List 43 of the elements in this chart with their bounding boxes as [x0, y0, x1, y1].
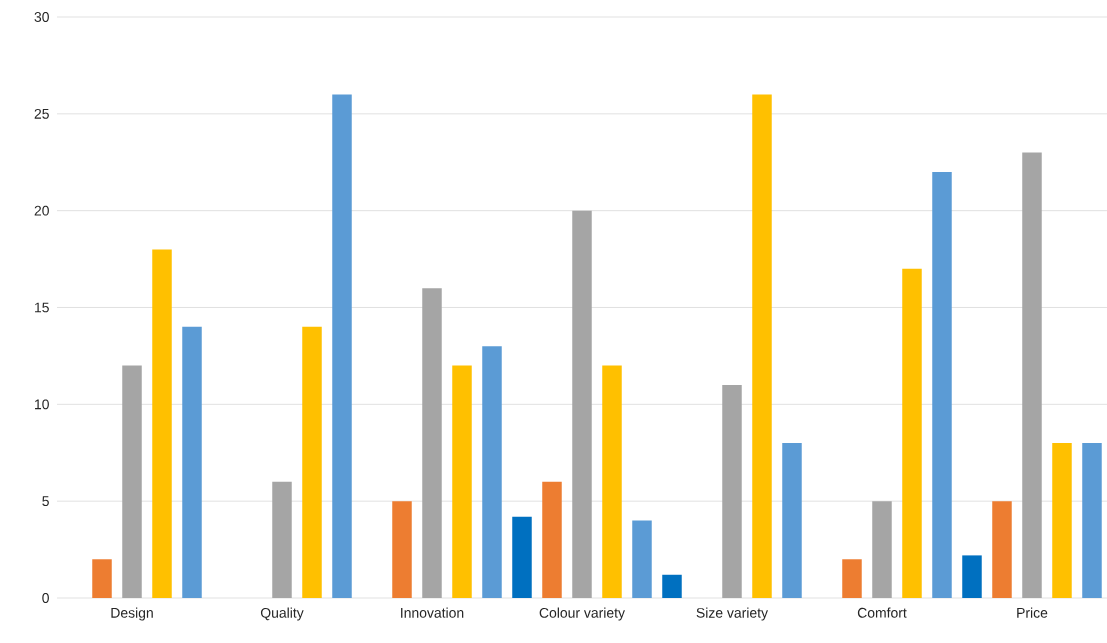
x-tick-label: Size variety: [696, 607, 768, 621]
bar: [662, 574, 682, 598]
y-tick-label: 0: [42, 593, 49, 603]
bar: [962, 555, 982, 598]
bar: [1052, 443, 1072, 598]
bar: [1022, 152, 1042, 598]
bar: [302, 326, 322, 598]
x-tick-label: Price: [1017, 607, 1048, 618]
bar: [542, 481, 562, 598]
bar: [932, 171, 952, 598]
bar: [392, 501, 412, 598]
bar: [752, 94, 772, 598]
bar: [422, 288, 442, 598]
bar: [902, 268, 922, 598]
bar: [92, 559, 112, 598]
x-tick-label: Innovation: [401, 607, 464, 618]
bar: [602, 365, 622, 598]
bar: [572, 210, 592, 598]
y-tick-label: 10: [35, 399, 49, 410]
y-tick-label: 25: [34, 108, 49, 119]
bar: [632, 520, 652, 598]
y-tick-label: 30: [34, 12, 49, 22]
bar: [452, 365, 472, 598]
bar: [992, 501, 1012, 598]
x-tick-label: Comfort: [857, 607, 907, 618]
bar: [842, 559, 862, 598]
bar: [512, 516, 532, 598]
y-tick-label: 5: [42, 496, 49, 507]
x-tick-label: Quality: [260, 607, 304, 621]
y-tick-label: 20: [34, 205, 49, 216]
bar: [1082, 443, 1102, 598]
x-tick-label: Design: [111, 607, 153, 621]
y-tick-label: 15: [35, 302, 49, 313]
bar: [722, 384, 742, 598]
bar: [872, 501, 892, 598]
bar: [182, 326, 202, 598]
bar: [122, 365, 142, 598]
bar: [482, 346, 502, 598]
bar: [782, 443, 802, 598]
bar: [152, 249, 172, 598]
bar: [332, 94, 352, 598]
bar: [272, 481, 292, 598]
x-tick-label: Colour variety: [539, 607, 625, 621]
